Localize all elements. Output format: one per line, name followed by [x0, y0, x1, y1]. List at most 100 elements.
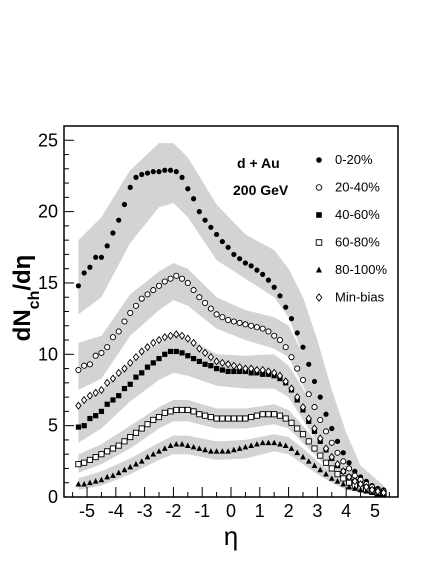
data-point: [75, 424, 81, 430]
data-point: [190, 196, 197, 202]
data-point: [328, 452, 335, 462]
data-point: [219, 415, 226, 422]
data-point: [127, 434, 134, 441]
data-point: [311, 404, 318, 411]
x-tick-label: 2: [284, 501, 294, 521]
data-point: [225, 368, 231, 375]
data-point: [271, 332, 278, 339]
data-point: [196, 344, 203, 353]
data-point: [104, 448, 111, 455]
data-point: [167, 275, 174, 282]
data-point: [311, 462, 318, 468]
data-point: [288, 384, 295, 393]
data-point: [75, 481, 82, 487]
data-point: [109, 334, 116, 341]
data-point: [213, 357, 220, 366]
data-point: [230, 361, 238, 370]
data-point: [265, 439, 272, 446]
data-point: [138, 347, 145, 356]
legend-marker: [316, 212, 322, 218]
data-point: [351, 485, 358, 491]
data-point: [75, 366, 82, 374]
data-point: [184, 279, 191, 287]
data-point: [138, 425, 145, 432]
data-point: [230, 415, 237, 422]
data-point: [334, 471, 341, 478]
data-point: [92, 388, 99, 397]
data-point: [115, 442, 122, 449]
series-6-points: [75, 330, 387, 497]
data-point: [300, 344, 306, 350]
data-point: [225, 317, 232, 324]
data-point: [299, 431, 307, 438]
data-point: [317, 466, 324, 473]
data-point: [167, 331, 174, 340]
data-point: [196, 358, 202, 365]
data-point: [207, 414, 214, 421]
legend-marker: [315, 184, 323, 191]
data-point: [219, 238, 225, 245]
data-point: [161, 445, 168, 451]
data-point: [173, 272, 180, 279]
data-point: [161, 278, 168, 285]
data-point: [155, 414, 163, 421]
data-point: [329, 425, 335, 432]
data-point: [305, 438, 312, 445]
legend-entry: 60-80%: [315, 235, 380, 250]
data-point: [276, 412, 283, 419]
y-axis-title-subscript: ch: [26, 291, 43, 310]
annotation-energy: 200 GeV: [233, 182, 289, 198]
data-point: [173, 406, 180, 414]
data-point: [265, 411, 272, 418]
data-point: [109, 445, 116, 452]
data-point: [213, 415, 220, 422]
data-point: [317, 416, 324, 423]
data-point: [374, 487, 382, 496]
data-point: [179, 174, 185, 180]
data-point: [231, 368, 237, 375]
x-tick-label: -4: [108, 501, 124, 521]
x-axis-title: η: [224, 521, 238, 551]
data-point: [155, 282, 163, 289]
legend-entry: 40-60%: [316, 207, 380, 222]
data-point: [173, 330, 180, 339]
legend-label: 40-60%: [335, 207, 380, 222]
data-point: [179, 275, 186, 282]
data-point: [271, 284, 277, 290]
y-axis-title-tail: /dη: [9, 255, 36, 291]
uncertainty-band-5: [78, 434, 384, 496]
data-point: [260, 271, 266, 277]
data-point: [294, 392, 301, 402]
data-point: [271, 368, 278, 377]
data-point: [173, 169, 179, 175]
data-point: [213, 311, 220, 318]
data-point: [202, 361, 208, 367]
data-point: [179, 350, 185, 356]
data-point: [271, 411, 278, 418]
series-5-points: [75, 439, 387, 497]
data-point: [282, 415, 289, 422]
annotations: d + Au 200 GeV: [233, 155, 289, 198]
legend-label: Min-bias: [335, 290, 385, 305]
data-point: [242, 260, 248, 266]
data-point: [190, 287, 197, 294]
data-point: [305, 458, 312, 464]
data-point: [115, 368, 122, 377]
data-point: [237, 256, 243, 262]
legend-entry: 80-100%: [315, 262, 387, 277]
data-point: [248, 370, 254, 376]
data-point: [109, 374, 117, 383]
data-point: [98, 349, 105, 356]
data-point: [311, 445, 318, 452]
data-point: [138, 295, 145, 302]
data-point: [311, 424, 318, 433]
y-tick-label: 20: [38, 202, 58, 222]
data-point: [248, 414, 255, 421]
annotation-collision-system: d + Au: [237, 155, 280, 171]
data-point: [242, 443, 249, 450]
data-point: [92, 478, 99, 484]
data-point: [179, 441, 185, 447]
data-point: [265, 328, 272, 335]
